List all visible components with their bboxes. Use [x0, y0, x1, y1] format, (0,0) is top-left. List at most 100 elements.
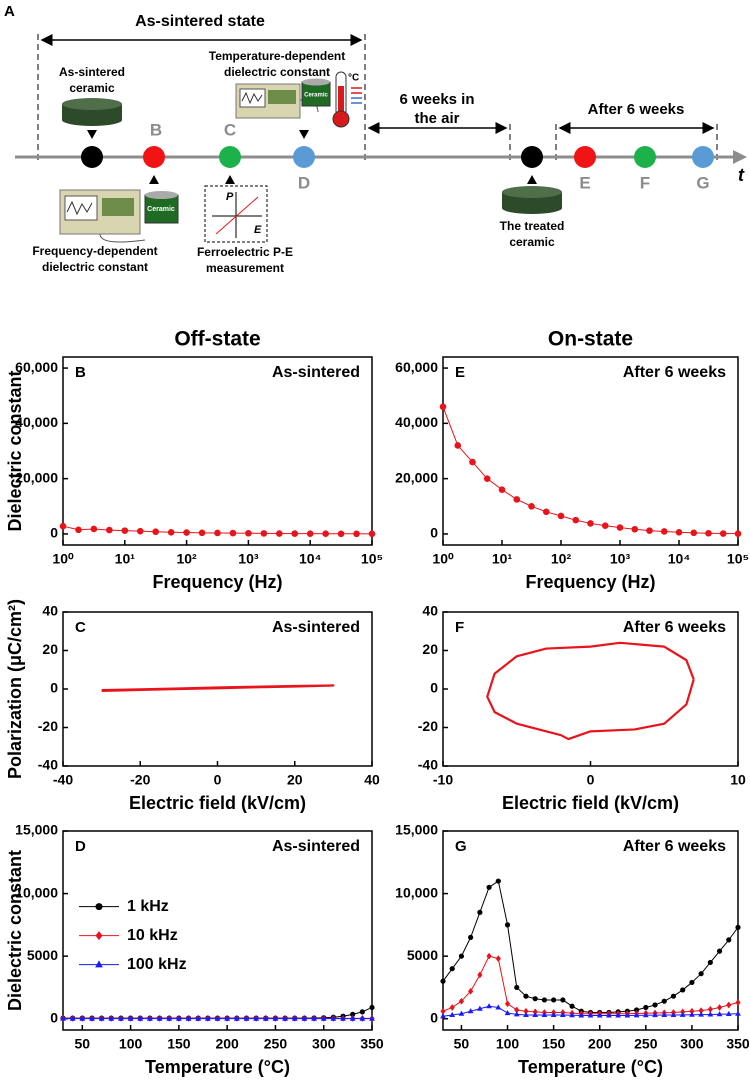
marker: [486, 884, 492, 890]
x-tick-label: 150: [542, 1036, 566, 1052]
annotation: After 6 weeks: [623, 364, 726, 381]
marker: [468, 987, 474, 995]
x-tick-label: 10²: [176, 551, 197, 567]
column-title: Off-state: [174, 328, 260, 351]
marker: [322, 530, 329, 538]
marker: [541, 997, 548, 1003]
marker: [523, 993, 529, 999]
marker: [245, 529, 252, 537]
label: measurement: [206, 261, 284, 275]
label: Temperature-dependent: [209, 49, 345, 63]
x-tick-label: 100: [119, 1036, 143, 1052]
marker: [272, 1015, 279, 1021]
marker: [214, 1015, 221, 1021]
marker: [477, 971, 483, 979]
plot-frame: [62, 830, 373, 1031]
marker: [504, 1000, 511, 1008]
marker: [229, 529, 237, 537]
marker: [233, 1015, 240, 1021]
marker: [557, 512, 565, 520]
marker: [707, 1011, 714, 1017]
marker: [661, 1011, 668, 1018]
panel-letter: E: [455, 364, 465, 381]
x-axis-title: Frequency (Hz): [525, 572, 655, 592]
x-tick-label: 250: [634, 1036, 658, 1052]
label: Ceramic: [304, 93, 328, 99]
series-line: [442, 406, 739, 535]
x-tick-label: 10²: [551, 551, 572, 567]
x-tick-label: 0: [214, 772, 222, 788]
series-line: [442, 880, 739, 1013]
marker: [689, 1007, 695, 1015]
step-letter: B: [150, 120, 162, 139]
marker: [439, 403, 447, 411]
pointer: [149, 175, 159, 184]
marker: [707, 1005, 713, 1013]
label: dielectric constant: [224, 65, 330, 79]
marker: [118, 1015, 124, 1021]
marker: [349, 1015, 356, 1021]
x-axis-title: Temperature (°C): [145, 1057, 290, 1077]
marker: [440, 1013, 446, 1019]
x-tick-label: 50: [75, 1036, 91, 1052]
panel-letter: B: [75, 364, 86, 381]
x-tick-label: 10⁴: [668, 551, 691, 567]
label: Ferroelectric P-E: [197, 245, 293, 259]
marker: [716, 1004, 723, 1011]
y-tick-label: 40,000: [15, 414, 58, 430]
marker: [311, 1015, 317, 1021]
marker: [587, 1012, 594, 1018]
marker: [59, 522, 67, 530]
series-line: [486, 641, 695, 741]
step-letter: D: [298, 173, 310, 192]
panel-letter: C: [75, 619, 86, 636]
schematic: A As-sintered state 6 weeks in the air A…: [4, 3, 747, 275]
marker: [152, 528, 159, 536]
marker: [458, 953, 465, 959]
marker: [486, 1003, 492, 1009]
marker: [137, 1015, 144, 1021]
step-dot: [293, 146, 315, 168]
label: °C: [348, 73, 359, 84]
marker: [498, 486, 506, 494]
marker: [306, 530, 314, 537]
marker: [660, 528, 668, 535]
marker: [514, 984, 520, 991]
y-tick-label: 40: [42, 603, 58, 619]
marker: [698, 1007, 704, 1014]
marker: [513, 1011, 520, 1017]
pointer: [527, 175, 537, 184]
step-dot: [692, 146, 714, 168]
annotation: As-sintered: [272, 838, 360, 855]
panel-letter: A: [4, 3, 15, 20]
marker: [353, 530, 360, 538]
y-tick-label: 10,000: [15, 884, 58, 900]
marker: [735, 999, 741, 1006]
marker: [670, 1011, 677, 1018]
marker: [468, 934, 474, 940]
column-title: On-state: [548, 328, 633, 351]
marker: [643, 1004, 649, 1011]
marker: [458, 1010, 465, 1016]
marker: [542, 508, 550, 516]
x-tick-label: 200: [215, 1036, 239, 1052]
legend-marker: [95, 931, 103, 941]
y-tick-label: 10,000: [395, 884, 438, 900]
charts: 10⁰ 10¹ 10² 10³ 10⁴ 10⁵ 0 20,000 40,000 60,000 Fre…: [5, 328, 750, 1077]
marker: [359, 1015, 366, 1021]
marker: [301, 1015, 308, 1021]
step-letter: C: [224, 120, 236, 139]
y-tick-label: -20: [418, 718, 438, 734]
marker: [108, 1015, 115, 1021]
legend-label: 100 kHz: [127, 956, 187, 973]
label: After 6 weeks: [588, 101, 685, 118]
marker: [495, 955, 501, 963]
panel-letter: G: [455, 838, 467, 855]
marker: [166, 1015, 173, 1021]
marker: [260, 530, 268, 537]
marker: [726, 1001, 732, 1009]
y-tick-label: 15,000: [395, 822, 438, 838]
label: 6 weeks in: [399, 91, 474, 108]
step-dot: [219, 146, 241, 168]
marker: [725, 1010, 732, 1017]
